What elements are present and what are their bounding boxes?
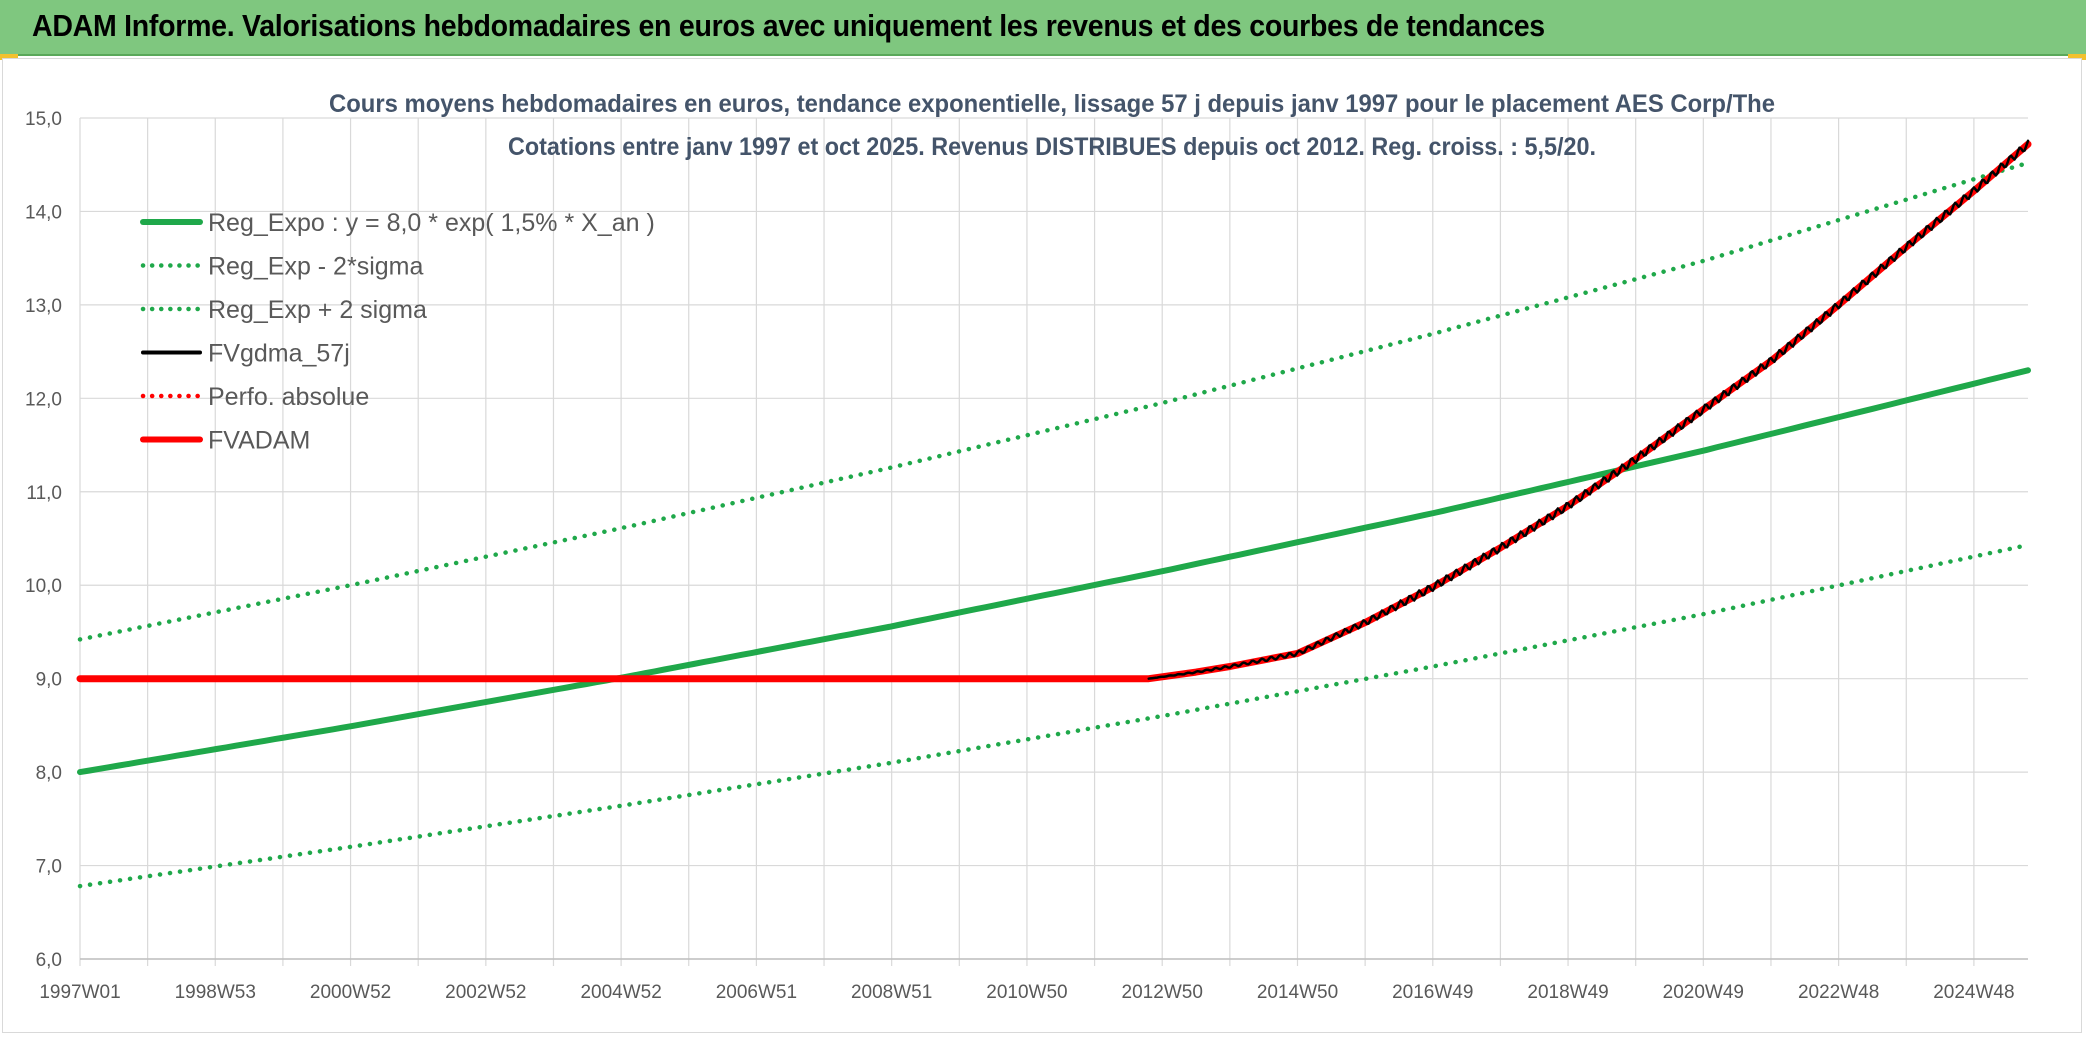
y-tick-label: 12,0 bbox=[25, 389, 62, 410]
legend-label: Reg_Expo : y = 8,0 * exp( 1,5% * X_an ) bbox=[208, 209, 655, 237]
y-tick-label: 8,0 bbox=[36, 763, 62, 784]
x-tick-label: 2002W52 bbox=[445, 982, 526, 1003]
page-title: ADAM Informe. Valorisations hebdomadaire… bbox=[32, 8, 1545, 43]
y-tick-label: 13,0 bbox=[25, 296, 62, 317]
x-tick-label: 2016W49 bbox=[1392, 982, 1473, 1003]
legend-label: Reg_Exp + 2 sigma bbox=[208, 296, 427, 324]
axes: 6,0 7,0 8,0 9,0 10,0 11,0 12,0 13,0 14,0 15,0 1997… bbox=[25, 109, 2028, 1003]
x-tick-label: 2022W48 bbox=[1798, 982, 1879, 1003]
x-tick-label: 2006W51 bbox=[716, 982, 797, 1003]
legend-label: FVADAM bbox=[208, 427, 310, 455]
chart-title-line-1: Cours moyens hebdomadaires en euros, ten… bbox=[329, 90, 1775, 118]
y-tick-label: 15,0 bbox=[25, 109, 62, 130]
y-tick-label: 14,0 bbox=[25, 202, 62, 223]
y-tick-label: 9,0 bbox=[36, 670, 62, 691]
grid-lines bbox=[79, 117, 2028, 966]
y-tick-label: 7,0 bbox=[36, 857, 62, 878]
x-tick-label: 2010W50 bbox=[986, 982, 1067, 1003]
x-tick-label: 1997W01 bbox=[39, 982, 120, 1003]
chart-title-line-2: Cotations entre janv 1997 et oct 2025. R… bbox=[508, 133, 1596, 161]
corner-marker-left bbox=[0, 54, 18, 60]
page-header: ADAM Informe. Valorisations hebdomadaire… bbox=[0, 0, 2086, 56]
x-tick-label: 2000W52 bbox=[310, 982, 391, 1003]
x-tick-label: 2018W49 bbox=[1527, 982, 1608, 1003]
legend-label: FVgdma_57j bbox=[208, 340, 350, 368]
x-tick-label: 2004W52 bbox=[580, 982, 661, 1003]
series-line-1 bbox=[77, 542, 2031, 889]
x-tick-label: 2014W50 bbox=[1257, 982, 1338, 1003]
series-lines bbox=[76, 139, 2032, 889]
x-tick-label: 2008W51 bbox=[851, 982, 932, 1003]
legend-label: Reg_Exp - 2*sigma bbox=[208, 253, 423, 281]
legend-label: Perfo. absolue bbox=[208, 383, 369, 411]
series-line-2 bbox=[77, 160, 2031, 642]
x-tick-label: 2012W50 bbox=[1122, 982, 1203, 1003]
x-tick-label: 1998W53 bbox=[175, 982, 256, 1003]
legend: Reg_Expo : y = 8,0 * exp( 1,5% * X_an ) R… bbox=[140, 209, 655, 455]
x-tick-label: 2024W48 bbox=[1933, 982, 2014, 1003]
y-tick-label: 10,0 bbox=[25, 576, 62, 597]
y-tick-label: 6,0 bbox=[36, 950, 62, 971]
series-line-4 bbox=[1147, 139, 2030, 680]
series-line-0 bbox=[77, 367, 2031, 776]
corner-marker-right bbox=[2068, 54, 2086, 60]
x-tick-label: 2020W49 bbox=[1663, 982, 1744, 1003]
chart-frame bbox=[2, 58, 2082, 1033]
y-tick-label: 11,0 bbox=[26, 483, 62, 504]
